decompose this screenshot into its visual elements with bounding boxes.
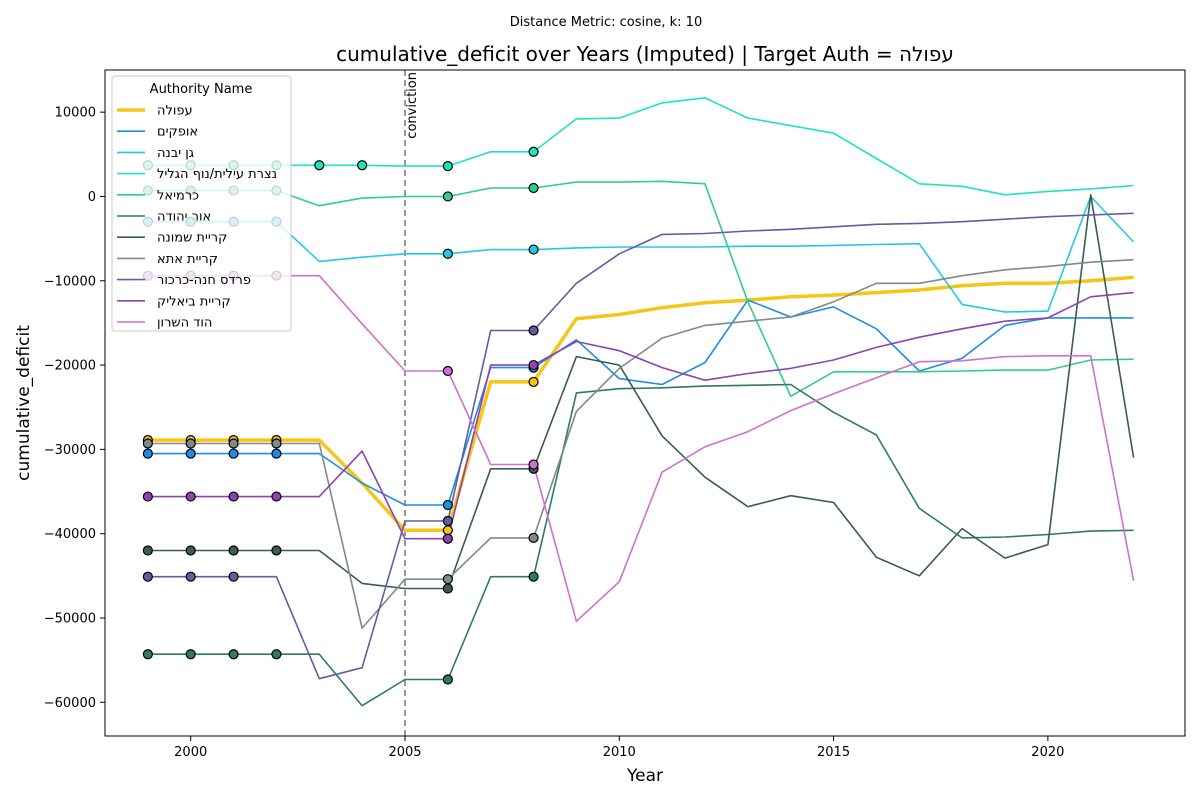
imputed-point-marker	[442, 365, 453, 377]
imputed-point-marker	[185, 438, 196, 449]
y-tick-label: −50000	[44, 611, 96, 626]
legend-entry-label: גן יבנה	[157, 146, 194, 161]
legend-entry-label: קריית שמונה	[157, 231, 227, 246]
imputed-point-marker	[442, 515, 453, 527]
y-tick-label: 10000	[55, 106, 96, 121]
imputed-point-marker	[142, 649, 153, 660]
imputed-point-marker	[442, 674, 453, 685]
imputed-point-marker	[142, 545, 153, 556]
imputed-point-marker	[528, 532, 539, 543]
imputed-point-marker	[228, 649, 239, 660]
imputed-point-marker	[442, 533, 453, 544]
series-line-6	[147, 194, 1135, 590]
imputed-point-marker	[528, 571, 539, 582]
legend: Authority Name עפולה אופקים גן יבנה נצרת עי…	[111, 75, 292, 332]
imputed-point-marker	[442, 583, 453, 594]
series-line-4	[147, 180, 1134, 398]
y-tick-label: 0	[88, 190, 96, 205]
imputed-point-marker	[442, 499, 453, 511]
series-lines	[147, 97, 1135, 707]
imputed-point-marker	[228, 545, 239, 556]
imputed-point-marker	[142, 438, 153, 449]
imputed-point-marker	[228, 448, 239, 459]
series-line-0	[147, 275, 1134, 533]
legend-title: Authority Name	[150, 82, 253, 97]
imputed-point-marker	[228, 571, 239, 582]
legend-entry-label: הוד השרון	[157, 316, 212, 331]
imputed-point-marker	[142, 448, 153, 459]
imputed-point-marker	[357, 160, 368, 171]
series-line-10	[147, 274, 1135, 623]
imputed-point-marker	[528, 325, 539, 336]
legend-entry-label: קריית ביאליק	[157, 294, 231, 309]
series-line-7	[147, 258, 1134, 629]
x-tick-label: 2000	[174, 745, 207, 760]
chart-suptitle: Distance Metric: cosine, k: 10	[510, 15, 702, 30]
imputed-point-marker	[185, 649, 196, 660]
imputed-point-marker	[314, 160, 325, 171]
legend-entry-label: עפולה	[157, 104, 193, 119]
imputed-point-marker	[442, 191, 453, 202]
x-tick-label: 2020	[1031, 745, 1064, 760]
series-line-8	[147, 212, 1134, 680]
x-tick-label: 2015	[817, 745, 850, 760]
imputed-point-marker	[185, 448, 196, 459]
conviction-label: conviction	[405, 72, 420, 139]
imputed-point-marker	[142, 491, 153, 502]
imputed-point-marker	[228, 491, 239, 502]
series-line-2	[147, 195, 1135, 313]
imputed-point-marker	[442, 574, 453, 585]
imputed-point-marker	[528, 359, 539, 371]
imputed-point-marker	[185, 491, 196, 502]
y-tick-label: −40000	[44, 527, 96, 542]
x-axis-label: Year	[626, 766, 663, 786]
y-tick-label: −30000	[44, 443, 96, 458]
y-axis: −60000 −50000 −40000 −30000 −20000 −10000 0 100…	[44, 106, 105, 711]
imputed-point-marker	[271, 491, 282, 502]
y-axis-label: cumulative_deficit	[14, 325, 34, 481]
imputed-point-marker	[271, 649, 282, 660]
series-line-3	[147, 97, 1134, 196]
legend-entry-label: אור יהודה	[157, 210, 211, 225]
y-tick-label: −10000	[44, 274, 96, 289]
legend-entry-label: נצרת עילית/נוף הגליל	[157, 167, 277, 182]
series-line-9	[147, 291, 1134, 540]
legend-entry-label: כרמיאל	[157, 188, 199, 203]
imputed-point-marker	[228, 438, 239, 449]
plot-frame	[104, 69, 1186, 737]
annotation: conviction	[404, 70, 420, 736]
imputed-point-marker	[528, 146, 539, 157]
y-tick-label: −20000	[44, 359, 96, 374]
imputed-point-marker	[528, 459, 539, 470]
imputed-point-marker	[528, 182, 539, 194]
x-tick-label: 2010	[603, 745, 636, 760]
legend-entry-label: קריית אתא	[157, 252, 218, 267]
x-tick-label: 2005	[388, 745, 421, 760]
imputed-point-marker	[185, 545, 196, 556]
imputed-point-marker	[271, 545, 282, 556]
imputed-point-marker	[271, 438, 282, 449]
series-line-5	[147, 383, 1134, 707]
imputed-point-marker	[442, 248, 453, 259]
series-line-1	[147, 299, 1134, 506]
legend-entry-label: אופקים	[157, 125, 198, 140]
y-tick-label: −60000	[44, 696, 96, 711]
legend-entry-label: פרדס חנה-כרכור	[157, 273, 251, 288]
imputed-point-marker	[442, 525, 453, 536]
imputed-point-marker	[185, 571, 196, 582]
imputed-point-marker	[442, 161, 453, 172]
imputed-point-marker	[528, 244, 539, 255]
x-axis: 2000 2005 2010 2015 2020	[174, 736, 1064, 760]
chart-title: cumulative_deficit over Years (Imputed) …	[336, 42, 954, 66]
legend-box	[111, 75, 292, 332]
imputed-point-marker	[142, 571, 153, 582]
imputed-point-marker	[271, 448, 282, 459]
imputed-point-marker	[528, 376, 539, 388]
